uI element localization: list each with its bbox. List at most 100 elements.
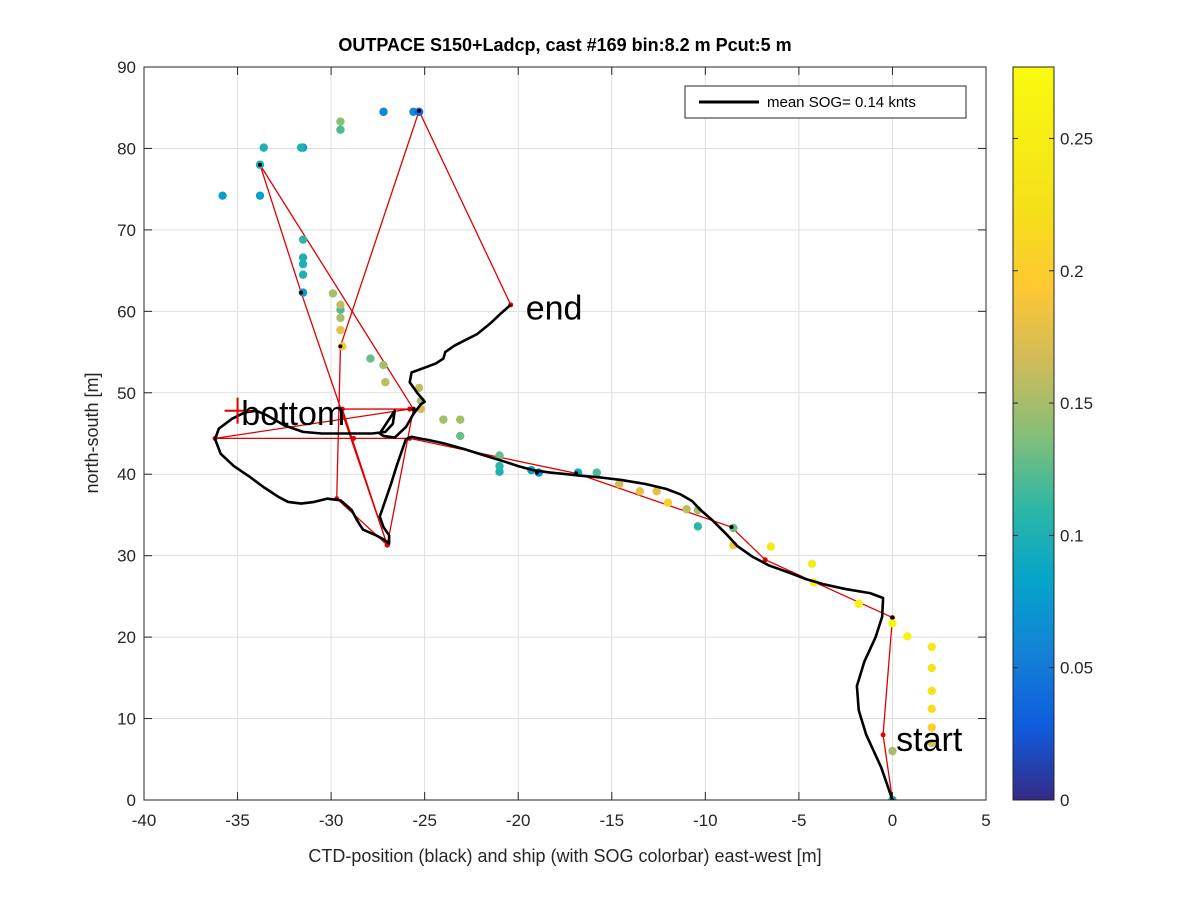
y-tick-label: 70 [117,221,136,240]
ship-sog-point [807,559,817,569]
ship-sog-point [381,377,390,387]
colorbar-ticks: 0 0.05 0.1 0.15 0.2 0.25 [1013,129,1093,810]
ship-fix-marker [258,162,263,167]
y-axis-label: north-south [m] [82,372,102,493]
colorbar-tick-label: 0.1 [1060,526,1084,545]
ship-sog-point [298,270,308,279]
legend: mean SOG= 0.14 knts [684,85,967,119]
y-tick-label: 60 [117,302,136,321]
red-segment-point [407,406,413,412]
ship-sog-point [766,542,776,551]
annotation-start: start [896,721,963,759]
ship-sog-point [854,599,863,608]
y-tick-label: 50 [117,384,136,403]
ship-fix-marker [890,615,895,620]
colorbar: 0 0.05 0.1 0.15 0.2 0.25 [1012,66,1093,810]
ctd-track-line [213,303,894,800]
ship-fix-marker [729,525,734,530]
chart-title: OUTPACE S150+Ladcp, cast #169 bin:8.2 m … [338,35,791,55]
x-tick-label: 5 [981,811,990,830]
y-tick-label: 90 [117,58,136,77]
ship-sog-points [218,107,936,800]
ship-sog-point [328,289,338,298]
ship-sog-point [927,704,936,713]
x-tick-label: 0 [888,811,897,830]
ship-sog-point [888,746,897,756]
ship-sog-point [615,479,624,489]
ship-sog-point [927,642,936,652]
ship-sog-point [456,431,465,441]
ship-sog-point [592,468,602,477]
ship-sog-point [336,300,345,310]
colorbar-tick-label: 0.15 [1060,394,1093,413]
ctd-track [213,303,894,800]
colorbar-gradient [1012,66,1055,801]
ship-sog-point [927,738,936,748]
x-axis-label: CTD-position (black) and ship (with SOG … [308,846,821,866]
ship-sog-point [439,415,448,424]
ship-sog-point [298,253,308,262]
x-tick-label: -15 [599,811,624,830]
annotation-end: end [526,289,583,327]
x-tick-label: -5 [791,811,806,830]
y-tick-label: 0 [127,791,136,810]
x-tick-label: -30 [319,811,344,830]
ship-sog-point [456,415,465,424]
x-tick-label: -25 [412,811,437,830]
ship-sog-point [927,663,936,673]
ship-sog-point [495,461,504,471]
ship-sog-point [336,117,345,126]
ship-fix-marker [411,407,416,412]
ship-sog-point [888,619,897,628]
ship-sog-point [414,383,424,393]
plot-frame [143,66,987,801]
ship-sog-point [298,259,308,269]
colorbar-tick-label: 0.05 [1060,659,1093,678]
ship-sog-point [379,360,388,370]
ship-sog-point [682,505,691,514]
x-tick-label: -20 [506,811,531,830]
ship-sog-point [903,632,912,641]
ship-sog-point [693,522,703,531]
ship-sog-point [218,191,227,200]
red-segment-point [351,435,357,441]
colorbar-tick-label: 0 [1060,791,1069,810]
ship-sog-point [296,143,306,152]
y-tick-label: 10 [117,710,136,729]
red-segment-line [215,109,894,800]
ship-fix-marker [417,108,422,113]
colorbar-tick-label: 0.25 [1060,129,1093,148]
ship-sog-point [336,325,345,335]
ship-sog-point [495,451,504,460]
ship-sog-point [927,723,936,732]
red-segment-point [880,732,886,738]
red-segment-point [339,406,345,412]
y-tick-label: 40 [117,465,136,484]
ship-sog-point [259,143,268,152]
plot-area [144,67,986,800]
bottom-marker [224,397,251,424]
y-tick-label: 80 [117,139,136,158]
red-segment-point [762,557,768,563]
ship-sog-point [336,313,345,323]
ship-sog-point [298,235,308,244]
ship-sog-point [379,107,388,116]
ship-sog-point [652,487,661,496]
axis-ticks: -40 -35 -30 -25 -20 -15 -10 -5 0 5010203040506070… [117,58,991,830]
x-tick-label: -40 [132,811,157,830]
y-tick-label: 30 [117,547,136,566]
ship-sog-point [927,686,936,696]
ship-sog-point [663,498,673,507]
ship-sog-point [255,191,265,200]
y-tick-label: 20 [117,628,136,647]
ship-fix-marker [338,344,343,349]
colorbar-tick-label: 0.2 [1060,262,1084,281]
x-tick-label: -10 [693,811,718,830]
ship-sog-point [336,125,345,134]
ship-fix-marker [299,290,304,295]
annotations: start end bottom [241,289,963,759]
ship-sog-point [366,354,375,363]
x-tick-label: -35 [225,811,250,830]
